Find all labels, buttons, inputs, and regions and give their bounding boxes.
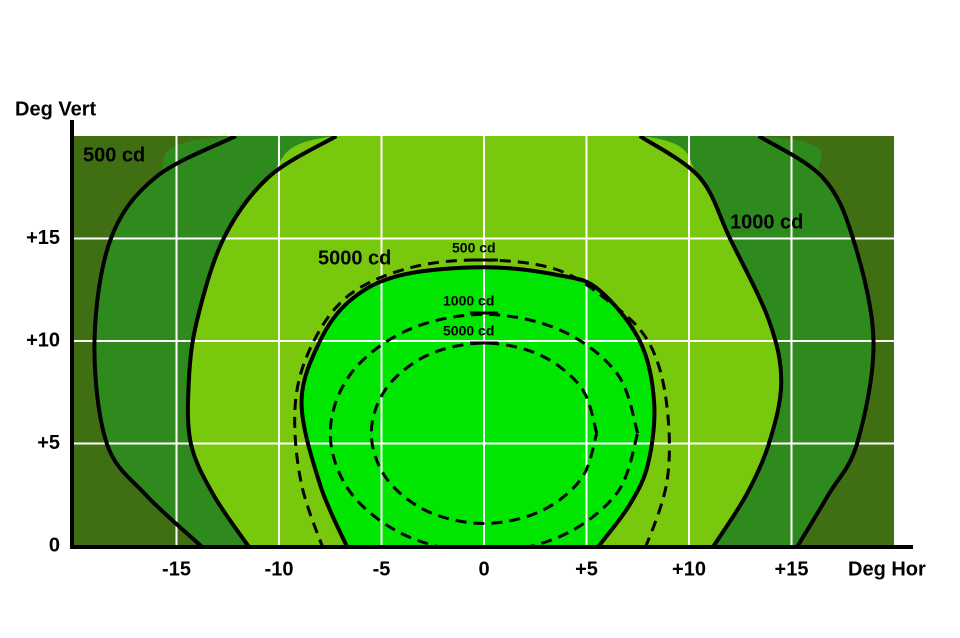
x-axis-label: Deg Hor [848,558,926,580]
contour-label: 5000 cd [318,247,391,269]
contour-region [301,267,655,546]
x-tick-label: +15 [775,558,809,580]
y-axis-label: Deg Vert [15,98,96,120]
x-tick-label: -10 [265,558,294,580]
y-tick-label: +15 [26,227,60,249]
label-markers [470,258,498,345]
contour-line [299,265,657,546]
contour-label: 500 cd [83,144,145,166]
contour-line [328,312,640,546]
x-tick-label: +10 [672,558,706,580]
contour-label: 5000 cd [443,323,494,339]
contour-label: 500 cd [452,240,496,256]
tick-labels: -15 -10 -5 0 +5 +10 +15 0 +5 +10 +15 [26,227,808,581]
contour-label: 1000 cd [443,293,494,309]
x-tick-label: +5 [575,558,598,580]
axes [70,120,913,549]
contour-line [185,136,784,546]
x-tick-label: 0 [478,558,489,580]
contour-label: 1000 cd [730,211,803,233]
contour-line [92,136,876,546]
y-tick-label: 0 [49,534,60,556]
x-tick-label: -5 [373,558,391,580]
grid [74,136,894,547]
x-tick-label: -15 [162,558,191,580]
y-tick-label: +10 [26,329,60,351]
y-tick-label: +5 [37,432,60,454]
